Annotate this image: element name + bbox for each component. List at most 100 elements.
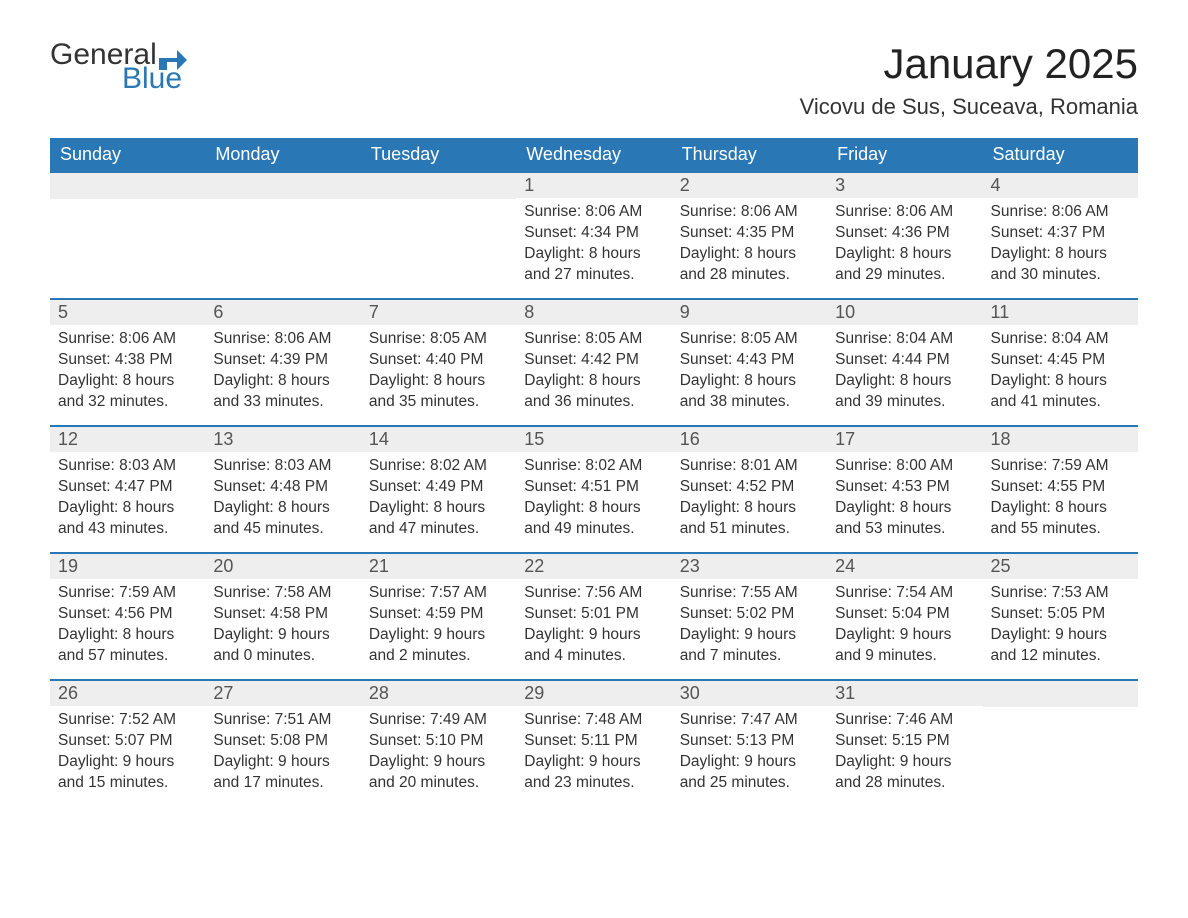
day-number: 22 xyxy=(516,554,671,579)
day-details: Sunrise: 8:03 AMSunset: 4:47 PMDaylight:… xyxy=(50,452,205,550)
dow-monday: Monday xyxy=(205,138,360,171)
day-number: 21 xyxy=(361,554,516,579)
week-row: 12Sunrise: 8:03 AMSunset: 4:47 PMDayligh… xyxy=(50,425,1138,552)
day-details: Sunrise: 7:56 AMSunset: 5:01 PMDaylight:… xyxy=(516,579,671,677)
daylight-line: Daylight: 8 hours and 27 minutes. xyxy=(524,244,663,286)
sunrise-line: Sunrise: 8:06 AM xyxy=(680,202,819,223)
day-number: 11 xyxy=(983,300,1138,325)
sunset-line: Sunset: 4:53 PM xyxy=(835,477,974,498)
day-number: 20 xyxy=(205,554,360,579)
day-number: 31 xyxy=(827,681,982,706)
day-cell: 2Sunrise: 8:06 AMSunset: 4:35 PMDaylight… xyxy=(672,173,827,298)
day-details xyxy=(983,707,1138,721)
empty-cell xyxy=(50,173,205,298)
sunrise-line: Sunrise: 8:04 AM xyxy=(991,329,1130,350)
sunrise-line: Sunrise: 7:47 AM xyxy=(680,710,819,731)
daylight-line: Daylight: 9 hours and 2 minutes. xyxy=(369,625,508,667)
daylight-line: Daylight: 9 hours and 4 minutes. xyxy=(524,625,663,667)
day-number xyxy=(361,173,516,199)
daylight-line: Daylight: 8 hours and 35 minutes. xyxy=(369,371,508,413)
empty-cell xyxy=(205,173,360,298)
sunrise-line: Sunrise: 7:46 AM xyxy=(835,710,974,731)
day-cell: 19Sunrise: 7:59 AMSunset: 4:56 PMDayligh… xyxy=(50,554,205,679)
day-cell: 3Sunrise: 8:06 AMSunset: 4:36 PMDaylight… xyxy=(827,173,982,298)
sunset-line: Sunset: 4:37 PM xyxy=(991,223,1130,244)
daylight-line: Daylight: 9 hours and 28 minutes. xyxy=(835,752,974,794)
day-number: 7 xyxy=(361,300,516,325)
location: Vicovu de Sus, Suceava, Romania xyxy=(800,94,1138,120)
daylight-line: Daylight: 9 hours and 17 minutes. xyxy=(213,752,352,794)
daylight-line: Daylight: 9 hours and 12 minutes. xyxy=(991,625,1130,667)
sunset-line: Sunset: 4:48 PM xyxy=(213,477,352,498)
sunrise-line: Sunrise: 7:48 AM xyxy=(524,710,663,731)
sunset-line: Sunset: 5:02 PM xyxy=(680,604,819,625)
daylight-line: Daylight: 9 hours and 9 minutes. xyxy=(835,625,974,667)
day-number: 4 xyxy=(983,173,1138,198)
week-row: 19Sunrise: 7:59 AMSunset: 4:56 PMDayligh… xyxy=(50,552,1138,679)
daylight-line: Daylight: 8 hours and 57 minutes. xyxy=(58,625,197,667)
day-details: Sunrise: 8:02 AMSunset: 4:51 PMDaylight:… xyxy=(516,452,671,550)
sunrise-line: Sunrise: 7:53 AM xyxy=(991,583,1130,604)
day-cell: 22Sunrise: 7:56 AMSunset: 5:01 PMDayligh… xyxy=(516,554,671,679)
daylight-line: Daylight: 8 hours and 49 minutes. xyxy=(524,498,663,540)
sunrise-line: Sunrise: 7:59 AM xyxy=(991,456,1130,477)
sunrise-line: Sunrise: 8:06 AM xyxy=(213,329,352,350)
sunrise-line: Sunrise: 7:59 AM xyxy=(58,583,197,604)
day-details xyxy=(361,199,516,213)
sunrise-line: Sunrise: 7:57 AM xyxy=(369,583,508,604)
week-row: 5Sunrise: 8:06 AMSunset: 4:38 PMDaylight… xyxy=(50,298,1138,425)
day-number xyxy=(205,173,360,199)
day-cell: 25Sunrise: 7:53 AMSunset: 5:05 PMDayligh… xyxy=(983,554,1138,679)
sunrise-line: Sunrise: 7:55 AM xyxy=(680,583,819,604)
day-details: Sunrise: 8:05 AMSunset: 4:42 PMDaylight:… xyxy=(516,325,671,423)
day-cell: 4Sunrise: 8:06 AMSunset: 4:37 PMDaylight… xyxy=(983,173,1138,298)
day-details: Sunrise: 8:06 AMSunset: 4:34 PMDaylight:… xyxy=(516,198,671,296)
day-details: Sunrise: 8:06 AMSunset: 4:36 PMDaylight:… xyxy=(827,198,982,296)
sunset-line: Sunset: 5:15 PM xyxy=(835,731,974,752)
day-cell: 30Sunrise: 7:47 AMSunset: 5:13 PMDayligh… xyxy=(672,681,827,806)
day-number: 23 xyxy=(672,554,827,579)
day-number: 18 xyxy=(983,427,1138,452)
dow-wednesday: Wednesday xyxy=(516,138,671,171)
day-of-week-header: SundayMondayTuesdayWednesdayThursdayFrid… xyxy=(50,138,1138,171)
week-row: 1Sunrise: 8:06 AMSunset: 4:34 PMDaylight… xyxy=(50,171,1138,298)
day-cell: 20Sunrise: 7:58 AMSunset: 4:58 PMDayligh… xyxy=(205,554,360,679)
daylight-line: Daylight: 8 hours and 39 minutes. xyxy=(835,371,974,413)
sunset-line: Sunset: 4:45 PM xyxy=(991,350,1130,371)
daylight-line: Daylight: 9 hours and 20 minutes. xyxy=(369,752,508,794)
day-cell: 28Sunrise: 7:49 AMSunset: 5:10 PMDayligh… xyxy=(361,681,516,806)
sunset-line: Sunset: 5:08 PM xyxy=(213,731,352,752)
day-cell: 6Sunrise: 8:06 AMSunset: 4:39 PMDaylight… xyxy=(205,300,360,425)
day-details: Sunrise: 7:46 AMSunset: 5:15 PMDaylight:… xyxy=(827,706,982,804)
dow-thursday: Thursday xyxy=(672,138,827,171)
sunset-line: Sunset: 5:10 PM xyxy=(369,731,508,752)
day-cell: 16Sunrise: 8:01 AMSunset: 4:52 PMDayligh… xyxy=(672,427,827,552)
daylight-line: Daylight: 8 hours and 32 minutes. xyxy=(58,371,197,413)
day-number: 10 xyxy=(827,300,982,325)
sunset-line: Sunset: 4:34 PM xyxy=(524,223,663,244)
sunset-line: Sunset: 4:42 PM xyxy=(524,350,663,371)
day-details: Sunrise: 8:04 AMSunset: 4:44 PMDaylight:… xyxy=(827,325,982,423)
empty-cell xyxy=(983,681,1138,806)
day-cell: 7Sunrise: 8:05 AMSunset: 4:40 PMDaylight… xyxy=(361,300,516,425)
day-details: Sunrise: 8:05 AMSunset: 4:43 PMDaylight:… xyxy=(672,325,827,423)
day-cell: 1Sunrise: 8:06 AMSunset: 4:34 PMDaylight… xyxy=(516,173,671,298)
day-cell: 21Sunrise: 7:57 AMSunset: 4:59 PMDayligh… xyxy=(361,554,516,679)
sunrise-line: Sunrise: 8:02 AM xyxy=(369,456,508,477)
daylight-line: Daylight: 8 hours and 41 minutes. xyxy=(991,371,1130,413)
daylight-line: Daylight: 9 hours and 0 minutes. xyxy=(213,625,352,667)
daylight-line: Daylight: 9 hours and 7 minutes. xyxy=(680,625,819,667)
day-number: 5 xyxy=(50,300,205,325)
sunrise-line: Sunrise: 7:56 AM xyxy=(524,583,663,604)
daylight-line: Daylight: 8 hours and 43 minutes. xyxy=(58,498,197,540)
day-number xyxy=(50,173,205,199)
sunset-line: Sunset: 4:44 PM xyxy=(835,350,974,371)
day-cell: 13Sunrise: 8:03 AMSunset: 4:48 PMDayligh… xyxy=(205,427,360,552)
day-cell: 15Sunrise: 8:02 AMSunset: 4:51 PMDayligh… xyxy=(516,427,671,552)
day-cell: 11 Sunrise: 8:04 AMSunset: 4:45 PMDayligh… xyxy=(983,300,1138,425)
day-number: 19 xyxy=(50,554,205,579)
day-cell: 26Sunrise: 7:52 AMSunset: 5:07 PMDayligh… xyxy=(50,681,205,806)
day-details: Sunrise: 8:06 AMSunset: 4:37 PMDaylight:… xyxy=(983,198,1138,296)
day-number: 1 xyxy=(516,173,671,198)
day-details: Sunrise: 7:54 AMSunset: 5:04 PMDaylight:… xyxy=(827,579,982,677)
